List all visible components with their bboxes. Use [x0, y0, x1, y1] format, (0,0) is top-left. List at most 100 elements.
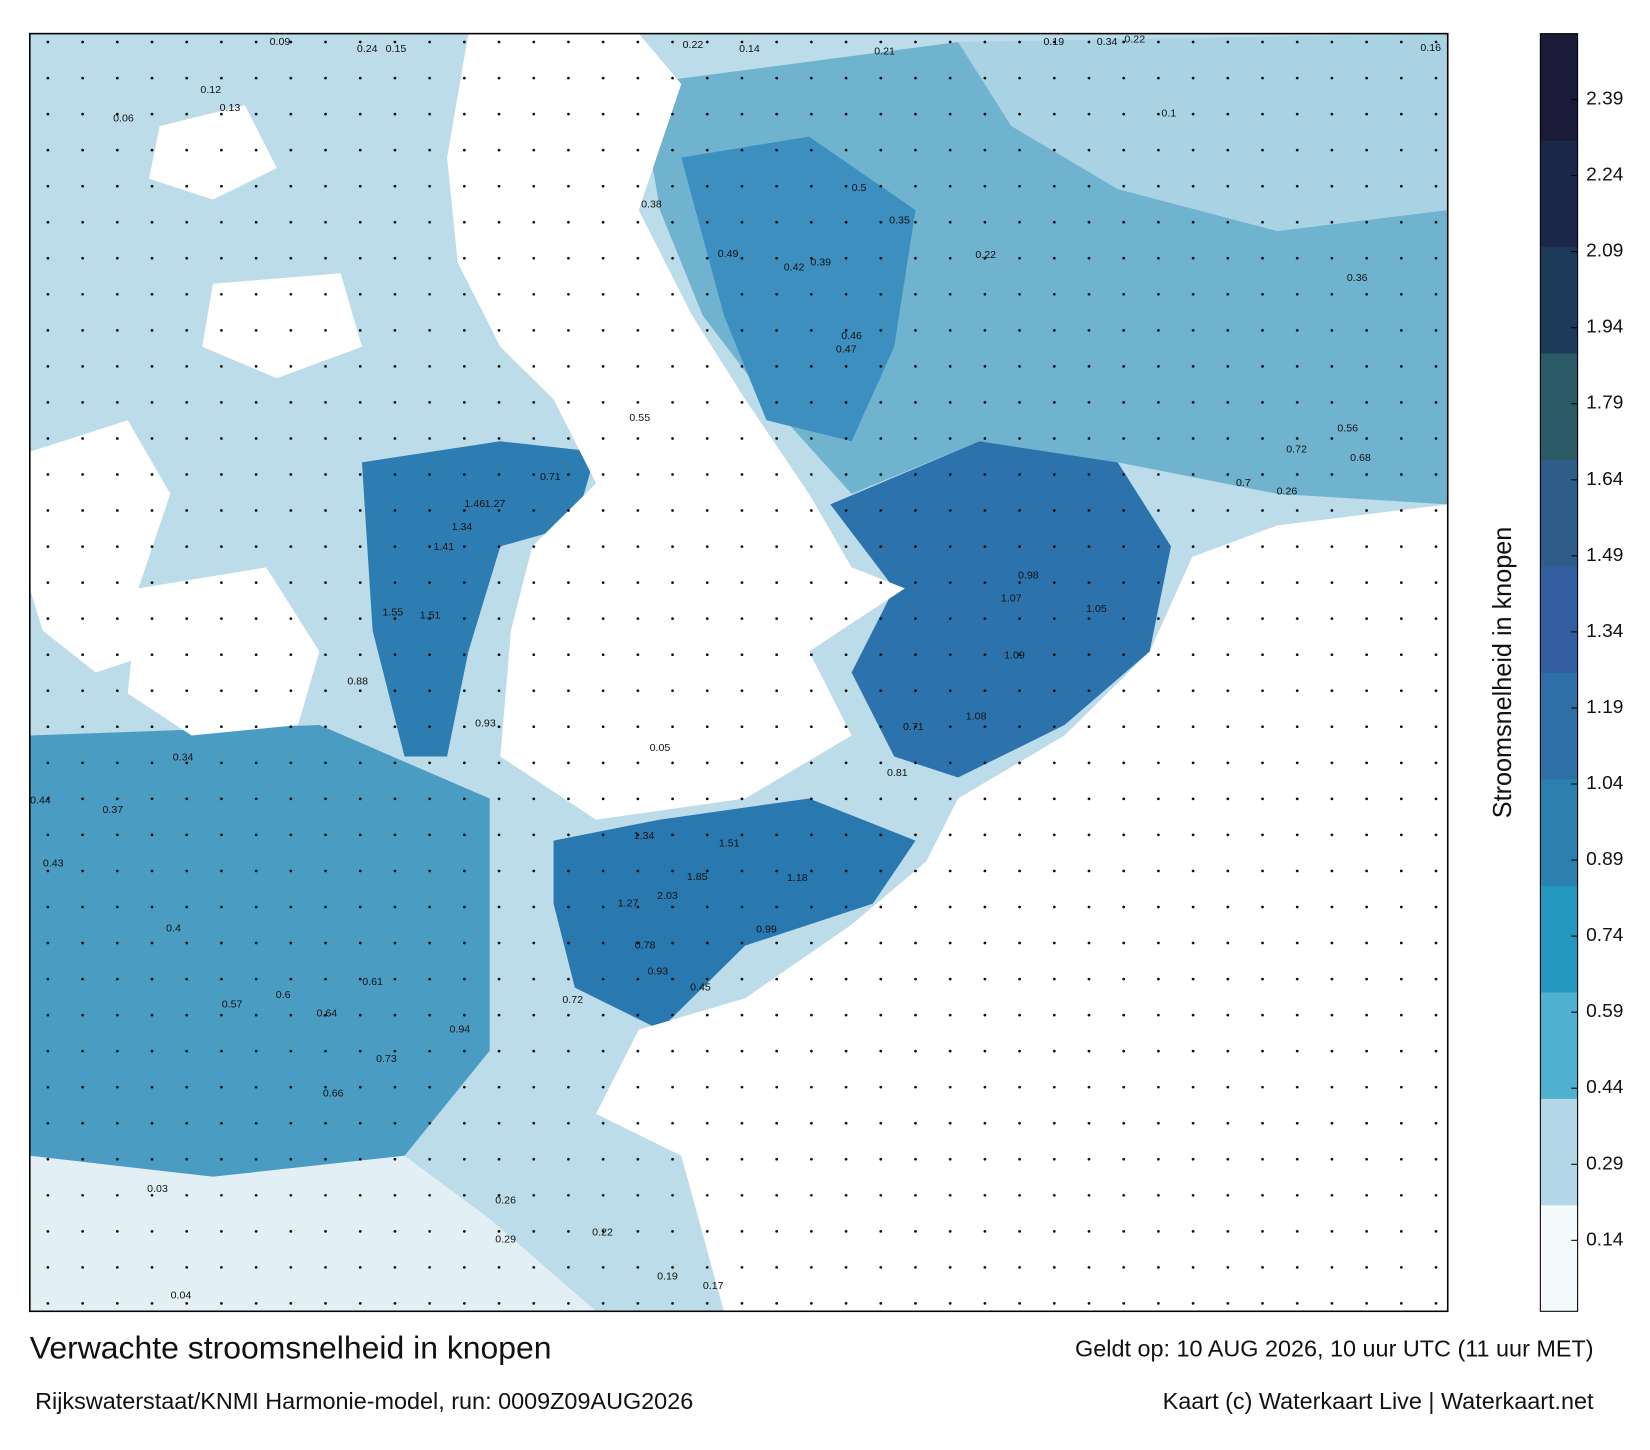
grid-dot — [671, 1085, 674, 1089]
grid-dot — [46, 220, 50, 224]
grid-dot — [1226, 545, 1230, 548]
grid-dot — [220, 509, 223, 512]
grid-dot — [324, 76, 327, 80]
speed-label: 0.19 — [657, 1270, 678, 1282]
grid-dot — [254, 473, 258, 476]
grid-dot — [1122, 725, 1126, 729]
grid-dot — [1226, 617, 1230, 621]
grid-dot — [150, 220, 154, 224]
grid-dot — [1295, 689, 1299, 693]
grid-dot — [1226, 1229, 1230, 1233]
grid-dot — [358, 869, 362, 873]
grid-dot — [1122, 797, 1126, 801]
grid-dot — [1226, 1121, 1230, 1125]
grid-dot — [220, 473, 223, 476]
grid-dot — [983, 617, 987, 621]
grid-dot — [983, 869, 987, 873]
grid-dot — [393, 1013, 397, 1017]
grid-dot — [532, 617, 536, 621]
grid-dot — [115, 1049, 119, 1053]
grid-dot — [185, 977, 189, 981]
grid-dot — [1087, 689, 1091, 693]
grid-dot — [844, 292, 848, 296]
grid-dot — [220, 76, 223, 80]
grid-dot — [705, 1049, 709, 1053]
grid-dot — [324, 941, 327, 945]
grid-dot — [115, 545, 119, 548]
grid-dot — [1434, 1302, 1438, 1305]
grid-dot — [1434, 1157, 1438, 1161]
speed-label: 0.06 — [113, 113, 134, 125]
grid-dot — [1122, 112, 1126, 116]
grid-dot — [809, 184, 813, 188]
grid-dot — [1399, 509, 1403, 512]
grid-dot — [671, 473, 674, 476]
grid-dot — [428, 797, 432, 801]
grid-dot — [393, 833, 397, 837]
grid-dot — [428, 869, 432, 873]
grid-dot — [462, 256, 466, 260]
grid-dot — [1018, 1121, 1021, 1125]
grid-dot — [428, 1157, 432, 1161]
grid-dot — [636, 1085, 640, 1089]
grid-dot — [532, 1049, 536, 1053]
land-central — [447, 33, 905, 820]
grid-dot — [775, 1157, 779, 1161]
grid-dot — [636, 184, 640, 188]
speed-label: 2.03 — [657, 890, 678, 902]
grid-dot — [740, 1302, 744, 1305]
grid-dot — [948, 437, 952, 440]
grid-dot — [254, 1049, 258, 1053]
grid-dot — [879, 112, 883, 116]
grid-dot — [1295, 148, 1299, 152]
grid-dot — [914, 40, 917, 44]
grid-dot — [46, 1085, 50, 1089]
grid-dot — [497, 869, 501, 873]
grid-dot — [1157, 689, 1160, 693]
grid-dot — [1052, 1266, 1056, 1269]
grid-dot — [567, 1229, 570, 1233]
grid-dot — [462, 220, 466, 224]
grid-dot — [740, 725, 744, 729]
grid-dot — [185, 365, 189, 368]
grid-dot — [1434, 977, 1438, 981]
speed-label: 1.09 — [1004, 649, 1025, 661]
grid-dot — [324, 328, 327, 332]
grid-dot — [1226, 328, 1230, 332]
grid-dot — [844, 1193, 848, 1197]
grid-dot — [705, 365, 709, 368]
speed-label: 0.56 — [1337, 423, 1358, 435]
grid-dot — [1261, 761, 1264, 765]
grid-dot — [983, 1266, 987, 1269]
grid-dot — [81, 184, 84, 188]
grid-dot — [983, 1085, 987, 1089]
grid-dot — [254, 365, 258, 368]
channel-north — [681, 136, 916, 442]
grid-dot — [358, 148, 362, 152]
grid-dot — [671, 509, 674, 512]
grid-dot — [1399, 365, 1403, 368]
grid-dot — [983, 1302, 987, 1305]
grid-dot — [462, 1229, 466, 1233]
grid-dot — [775, 1302, 779, 1305]
speed-label: 0.39 — [810, 257, 831, 269]
speed-label: 0.36 — [1347, 272, 1368, 284]
grid-dot — [428, 1013, 432, 1017]
grid-dot — [497, 220, 501, 224]
grid-dot — [1434, 328, 1438, 332]
grid-dot — [462, 1049, 466, 1053]
grid-dot — [1365, 617, 1369, 621]
grid-dot — [1261, 1302, 1264, 1305]
grid-dot — [1399, 1266, 1403, 1269]
grid-dot — [636, 1193, 640, 1197]
grid-dot — [671, 256, 674, 260]
grid-dot — [289, 256, 293, 260]
grid-dot — [775, 797, 779, 801]
grid-dot — [948, 653, 952, 657]
grid-dot — [462, 148, 466, 152]
grid-dot — [393, 401, 397, 404]
grid-dot — [1226, 797, 1230, 801]
grid-dot — [948, 797, 952, 801]
grid-dot — [1087, 1013, 1091, 1017]
grid-dot — [1330, 1229, 1334, 1233]
